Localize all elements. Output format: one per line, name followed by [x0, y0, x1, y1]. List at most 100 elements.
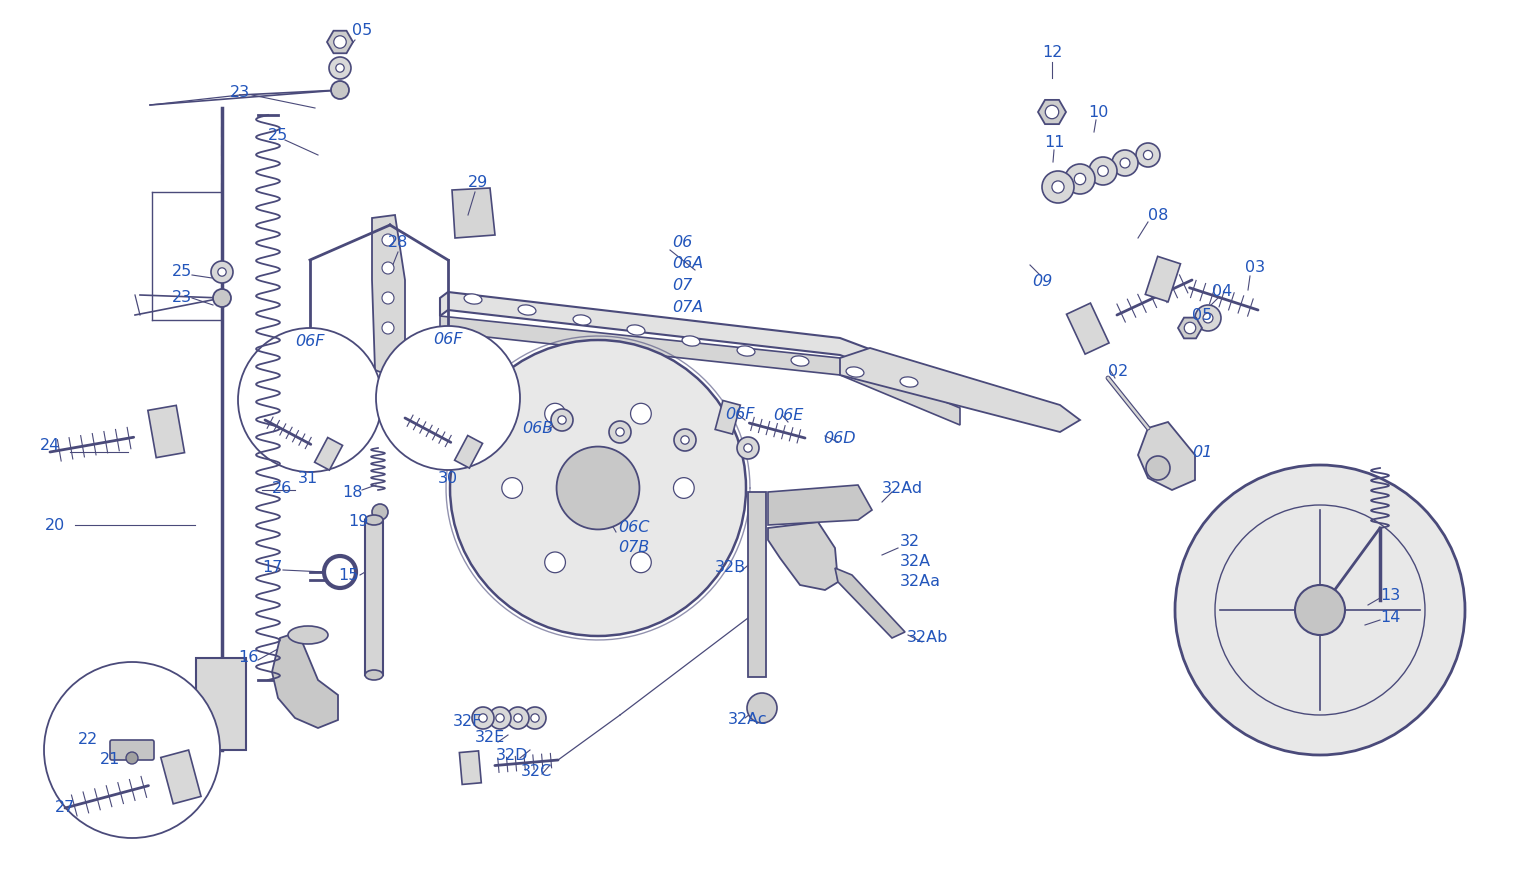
Circle shape — [631, 403, 651, 424]
Circle shape — [372, 504, 389, 520]
Polygon shape — [1178, 317, 1203, 338]
Polygon shape — [452, 188, 495, 238]
Ellipse shape — [573, 315, 591, 325]
Text: 06: 06 — [673, 235, 693, 250]
Circle shape — [674, 429, 696, 451]
Circle shape — [524, 707, 545, 729]
Circle shape — [496, 714, 504, 722]
Circle shape — [126, 752, 138, 764]
Circle shape — [1175, 465, 1465, 755]
Circle shape — [631, 552, 651, 572]
Circle shape — [545, 403, 565, 424]
Text: 23: 23 — [172, 291, 192, 306]
Ellipse shape — [846, 367, 863, 377]
Text: 30: 30 — [438, 470, 458, 486]
Text: 03: 03 — [1246, 260, 1266, 276]
Text: 31: 31 — [298, 470, 318, 486]
Text: 11: 11 — [1044, 135, 1066, 150]
Text: 32D: 32D — [496, 748, 528, 763]
Circle shape — [450, 340, 746, 636]
Circle shape — [531, 714, 539, 722]
Text: 07: 07 — [673, 278, 693, 293]
Circle shape — [479, 714, 487, 722]
Text: 32Ad: 32Ad — [882, 480, 923, 495]
Circle shape — [1052, 181, 1064, 193]
Circle shape — [746, 693, 777, 723]
Text: 06F: 06F — [725, 407, 754, 422]
Text: 19: 19 — [347, 515, 369, 530]
Circle shape — [1137, 143, 1160, 167]
Circle shape — [1203, 313, 1213, 323]
Polygon shape — [768, 522, 839, 590]
Circle shape — [545, 552, 565, 572]
Text: 32C: 32C — [521, 765, 551, 780]
Text: 25: 25 — [172, 265, 192, 279]
Ellipse shape — [366, 670, 382, 680]
Circle shape — [329, 57, 352, 79]
Circle shape — [218, 268, 226, 276]
Circle shape — [214, 289, 230, 307]
Text: 21: 21 — [100, 752, 120, 767]
Text: 06F: 06F — [295, 335, 324, 349]
Text: 09: 09 — [1032, 275, 1052, 290]
Text: 06C: 06C — [617, 520, 650, 535]
FancyBboxPatch shape — [111, 740, 154, 760]
Polygon shape — [439, 316, 960, 425]
Circle shape — [1041, 171, 1074, 203]
Text: 07A: 07A — [673, 300, 703, 315]
Circle shape — [515, 714, 522, 722]
Circle shape — [608, 421, 631, 443]
Text: 06B: 06B — [522, 421, 553, 436]
Circle shape — [1046, 105, 1058, 119]
Text: 32Ab: 32Ab — [908, 631, 949, 646]
Text: 32Ac: 32Ac — [728, 712, 768, 727]
Ellipse shape — [366, 515, 382, 525]
Circle shape — [488, 707, 511, 729]
Circle shape — [1143, 151, 1152, 159]
Text: 01: 01 — [1192, 445, 1212, 460]
Circle shape — [1184, 323, 1195, 334]
Circle shape — [238, 328, 382, 472]
Text: 10: 10 — [1087, 105, 1107, 120]
Text: 25: 25 — [267, 128, 289, 143]
Ellipse shape — [791, 356, 809, 366]
Circle shape — [616, 428, 624, 436]
Text: 32A: 32A — [900, 555, 931, 570]
Circle shape — [737, 437, 759, 459]
Text: 18: 18 — [341, 485, 362, 500]
Circle shape — [1195, 305, 1221, 331]
Circle shape — [336, 64, 344, 72]
Polygon shape — [768, 485, 872, 525]
Circle shape — [1112, 150, 1138, 176]
Circle shape — [673, 478, 694, 498]
Circle shape — [45, 662, 220, 838]
Text: 23: 23 — [230, 84, 250, 99]
Text: 06E: 06E — [773, 408, 803, 423]
Circle shape — [1064, 164, 1095, 194]
Circle shape — [556, 447, 639, 530]
Ellipse shape — [737, 346, 754, 356]
Circle shape — [1074, 174, 1086, 184]
Text: 32F: 32F — [453, 714, 482, 729]
Circle shape — [382, 292, 395, 304]
Polygon shape — [315, 438, 343, 470]
Ellipse shape — [627, 325, 645, 335]
Ellipse shape — [464, 294, 482, 304]
Polygon shape — [161, 750, 201, 804]
Polygon shape — [147, 406, 184, 458]
Text: 32Aa: 32Aa — [900, 574, 942, 589]
Ellipse shape — [518, 305, 536, 315]
Ellipse shape — [289, 626, 329, 644]
Text: 06F: 06F — [433, 332, 462, 347]
Text: 13: 13 — [1379, 587, 1401, 602]
Polygon shape — [716, 400, 740, 434]
Circle shape — [551, 409, 573, 431]
Text: 12: 12 — [1041, 44, 1063, 59]
Polygon shape — [1138, 422, 1195, 490]
FancyBboxPatch shape — [748, 492, 766, 677]
Text: 32: 32 — [900, 534, 920, 549]
Polygon shape — [1038, 100, 1066, 124]
Circle shape — [1120, 158, 1130, 168]
Text: 17: 17 — [261, 561, 283, 576]
Circle shape — [558, 416, 567, 424]
